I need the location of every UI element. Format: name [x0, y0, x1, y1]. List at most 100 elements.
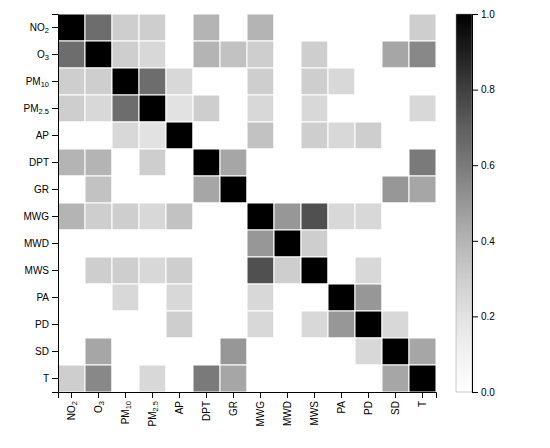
x-tick-mark	[422, 392, 423, 398]
heatmap-cell	[409, 338, 436, 365]
heatmap-cell	[247, 122, 274, 149]
heatmap-cell	[220, 41, 247, 68]
heatmap-cell	[220, 365, 247, 392]
heatmap-cell	[58, 230, 85, 257]
y-tick-label: GR	[34, 184, 49, 195]
heatmap-cell	[166, 284, 193, 311]
heatmap-cell	[409, 257, 436, 284]
heatmap-cell	[355, 68, 382, 95]
heatmap-cell	[382, 284, 409, 311]
y-tick-label: O3	[37, 49, 49, 62]
heatmap-cell	[355, 122, 382, 149]
heatmap-cell	[58, 284, 85, 311]
x-tick-mark	[314, 392, 315, 398]
y-tick-mark	[52, 81, 58, 82]
heatmap-cell	[85, 257, 112, 284]
heatmap-cell	[193, 176, 220, 203]
heatmap-cell	[85, 95, 112, 122]
heatmap-cell	[382, 230, 409, 257]
heatmap-cell	[355, 41, 382, 68]
y-tick-mark	[52, 162, 58, 163]
heatmap-cell	[274, 284, 301, 311]
y-tick: O3	[37, 49, 58, 62]
heatmap-cell	[274, 230, 301, 257]
heatmap-cell	[301, 95, 328, 122]
y-tick-mark	[52, 189, 58, 190]
y-tick: NO2	[30, 22, 58, 35]
heatmap-cell	[301, 284, 328, 311]
heatmap-cell	[355, 311, 382, 338]
heatmap-cell	[112, 203, 139, 230]
y-tick-mark	[52, 378, 58, 379]
heatmap-cell	[409, 203, 436, 230]
x-tick: GR	[228, 392, 239, 416]
x-tick-mark	[71, 392, 72, 398]
heatmap-cell	[382, 68, 409, 95]
heatmap-cell	[382, 338, 409, 365]
heatmap-cell	[193, 41, 220, 68]
heatmap-cell	[220, 338, 247, 365]
colorbar-tick: 0.4	[472, 236, 495, 247]
colorbar-tick-label: 0.2	[481, 311, 495, 322]
x-tick-label: PM10	[120, 401, 133, 424]
heatmap-cell	[139, 41, 166, 68]
plot: NO2O3PM10PM2.5APDPTGRMWGMWDMWSPAPDSDTNO2…	[23, 9, 495, 427]
y-tick-mark	[52, 216, 58, 217]
heatmap-cell	[382, 41, 409, 68]
heatmap-cell	[301, 176, 328, 203]
heatmap-cell	[247, 203, 274, 230]
colorbar-tick-label: 0.8	[481, 84, 495, 95]
heatmap-cell	[355, 14, 382, 41]
heatmap-cell	[220, 122, 247, 149]
heatmap-cell	[382, 14, 409, 41]
heatmap-cell	[166, 230, 193, 257]
heatmap-cell	[409, 311, 436, 338]
heatmap-cell	[355, 257, 382, 284]
heatmap-cell	[193, 122, 220, 149]
x-tick: PM2.5	[147, 392, 160, 426]
x-tick-label: DPT	[201, 401, 212, 421]
heatmap-cell	[193, 284, 220, 311]
x-tick: PM10	[120, 392, 133, 424]
heatmap-cell	[274, 311, 301, 338]
heatmap-cell	[166, 365, 193, 392]
heatmap-cell	[58, 257, 85, 284]
heatmap-cell	[409, 95, 436, 122]
x-tick-mark	[206, 392, 207, 398]
heatmap-cell	[85, 203, 112, 230]
heatmap-cell	[409, 14, 436, 41]
x-tick-label: GR	[228, 401, 239, 416]
heatmap-cell	[382, 149, 409, 176]
heatmap-cell	[220, 203, 247, 230]
heatmap-cell	[112, 311, 139, 338]
heatmap-cell	[166, 338, 193, 365]
x-tick-label: AP	[174, 401, 185, 415]
heatmap-cell	[112, 14, 139, 41]
x-tick: PD	[363, 392, 374, 415]
heatmap-cell	[193, 149, 220, 176]
heatmap-cell	[58, 149, 85, 176]
heatmap-cell	[166, 122, 193, 149]
heatmap-cell	[328, 176, 355, 203]
x-axis-line	[59, 393, 437, 399]
heatmap-cell	[274, 176, 301, 203]
heatmap-cell	[274, 14, 301, 41]
y-tick-mark	[52, 270, 58, 271]
heatmap-cell	[328, 257, 355, 284]
heatmap-cell	[85, 176, 112, 203]
y-tick-mark	[52, 108, 58, 109]
heatmap-cell	[220, 149, 247, 176]
colorbar-tick-label: 0.4	[481, 236, 495, 247]
heatmap-cell	[274, 257, 301, 284]
colorbar-axis-line	[473, 15, 479, 393]
heatmap-cell	[112, 68, 139, 95]
heatmap-cell	[85, 122, 112, 149]
heatmap-cell	[220, 311, 247, 338]
heatmap-cell	[274, 203, 301, 230]
heatmap-cell	[85, 338, 112, 365]
heatmap-cell	[355, 203, 382, 230]
y-tick: PM2.5	[24, 103, 58, 116]
heatmap-cell	[112, 122, 139, 149]
heatmap-cell	[274, 365, 301, 392]
heatmap-cell	[139, 230, 166, 257]
